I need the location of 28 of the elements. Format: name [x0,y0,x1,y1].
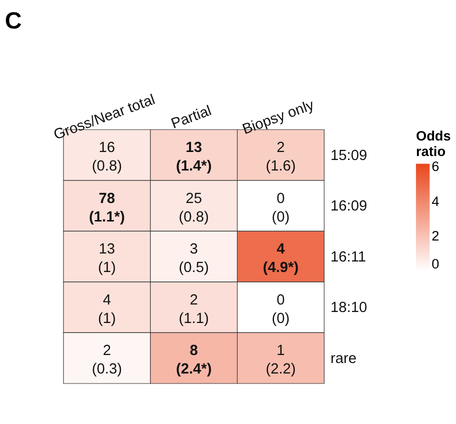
y-tick-label: 18:10 [330,300,368,316]
data-label: 8 (2.4*) [176,343,212,378]
color-bar-label: 4 [432,194,440,209]
y-tick-label: 15:09 [330,148,368,164]
data-label: 4 (1) [98,292,116,327]
data-label: 25 (0.8) [178,190,209,226]
data-label: 13 (1.4*) [176,140,212,175]
y-tick-label: rare [330,350,357,367]
data-label: 4 (4.9*) [262,242,299,276]
y-tick-label: 16:09 [330,198,368,215]
x-tick-label: Biopsy only [240,97,317,138]
legend-title: Odds ratio [416,128,452,159]
color-bar-label: 0 [432,256,440,272]
data-label: 2 (0.3) [92,343,122,378]
data-label: 2 (1.6) [266,140,296,175]
x-tick-label: Partial [169,103,214,132]
data-label: 1 (2.2) [266,343,296,378]
data-label: 16 (0.8) [92,140,122,175]
data-label: 0 (0) [272,190,290,226]
data-label: 0 (0) [272,292,290,327]
data-label: 3 (0.5) [178,242,209,276]
chart-title: C [4,7,22,34]
data-label: 13 (1) [98,242,116,276]
y-tick-label: 16:11 [330,249,366,266]
color-bar-label: 2 [432,228,440,244]
color-bar-label: 6 [432,159,440,174]
data-label: 2 (1.1) [178,292,209,327]
data-label: 78 (1.1*) [89,190,125,226]
